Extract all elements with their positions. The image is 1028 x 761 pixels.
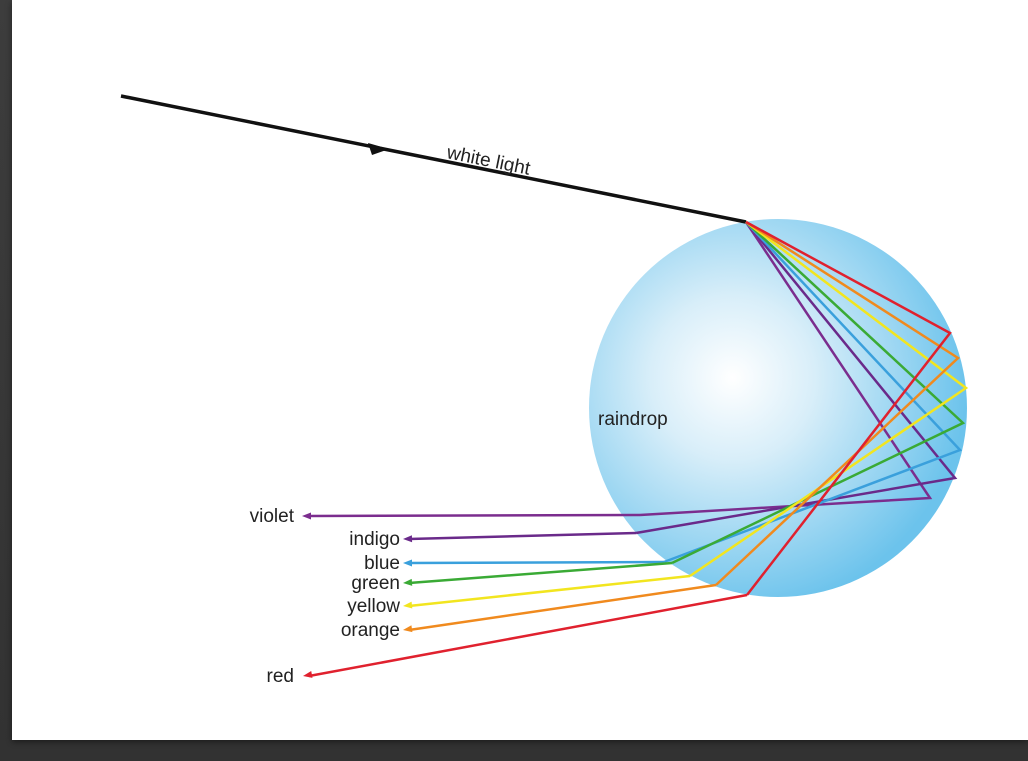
label-green: green [351,573,400,594]
white-light-ray [120,94,747,224]
arrowhead-green [403,578,413,586]
label-blue: blue [364,553,400,574]
ray-path-violet [639,221,933,517]
ray-paths [635,220,969,596]
label-violet: violet [250,506,295,527]
ray-path-green [671,221,966,565]
label-yellow: yellow [347,596,400,617]
white-light-arrowhead [368,143,389,155]
raindrop-circle [589,219,967,597]
label-orange: orange [341,620,400,641]
arrowhead-violet [302,512,312,520]
ray-path-yellow [689,221,969,578]
output-ray-yellow [408,574,691,608]
ray-path-blue [663,221,963,564]
ray-path-red [745,220,952,596]
raindrop-label: raindrop [598,409,668,430]
output-ray-green [408,561,673,585]
arrowhead-orange [403,625,413,633]
arrowhead-indigo [403,535,413,543]
arrowhead-red [303,670,313,678]
output-ray-violet [307,513,641,518]
output-ray-red [308,593,748,678]
label-red: red [267,666,294,687]
label-indigo: indigo [349,529,400,550]
white-light-label: white light [444,142,533,180]
ray-path-orange [715,220,961,586]
ray-path-indigo [635,221,958,535]
output-ray-orange [408,583,717,632]
output-ray-indigo [408,531,637,541]
arrowhead-blue [403,559,413,567]
arrowhead-yellow [403,601,413,609]
output-ray-blue [408,560,665,565]
